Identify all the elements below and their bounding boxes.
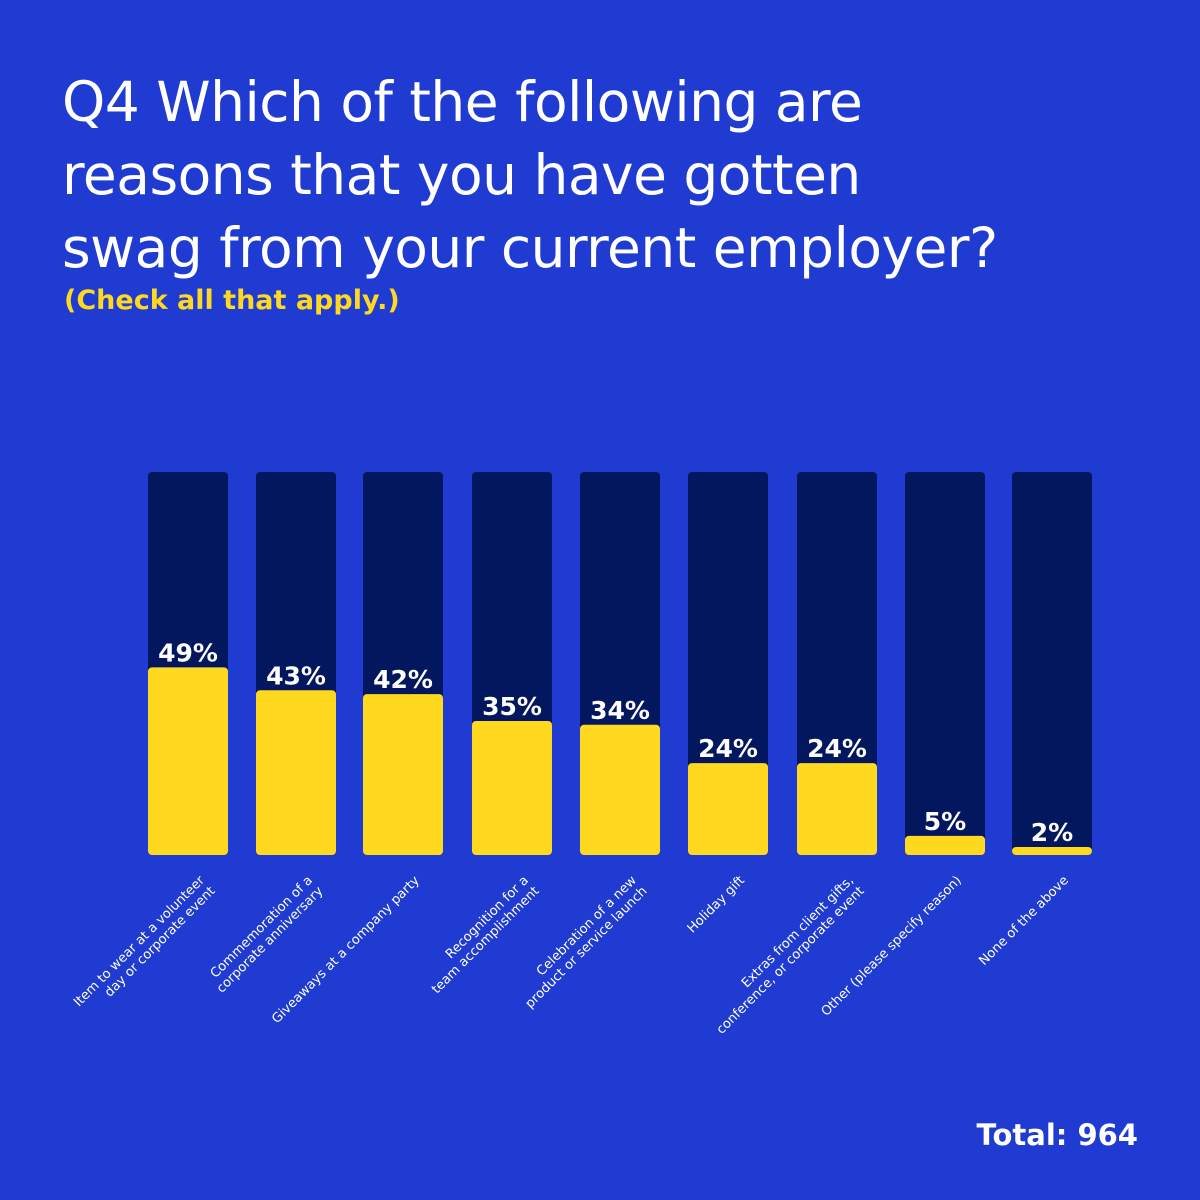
data-label: 35% — [482, 692, 542, 721]
data-label: 24% — [807, 734, 867, 763]
data-label: 2% — [1031, 818, 1073, 847]
x-tick-label-line: day or corporate event — [102, 884, 218, 1000]
x-tick-label-line: team accomplishment — [429, 884, 542, 997]
bar-track — [797, 472, 877, 855]
data-label: 43% — [266, 661, 326, 690]
x-tick-label: Recognition for ateam accomplishment — [419, 873, 543, 997]
bar — [580, 724, 660, 855]
chart-title-line: swag from your current employer? — [62, 216, 998, 280]
bar-group: 49% Item to wear at a volunteerday or cor… — [71, 472, 228, 1021]
bar — [472, 720, 552, 855]
x-tick-label: Item to wear at a volunteerday or corpor… — [71, 873, 219, 1021]
data-label: 5% — [924, 807, 966, 836]
bar-group: 2% None of the above — [976, 472, 1092, 969]
data-label: 49% — [158, 638, 218, 667]
bar — [905, 835, 985, 855]
bar — [363, 694, 443, 855]
x-tick-label: None of the above — [976, 873, 1071, 968]
bar — [797, 763, 877, 855]
x-tick-label-line: Holiday gift — [685, 873, 748, 936]
x-tick-label-line: conference, or corporate event — [714, 884, 868, 1038]
data-label: 42% — [373, 665, 433, 694]
bar-group: 24% Holiday gift — [685, 472, 768, 936]
bar-track — [688, 472, 768, 855]
bar — [1012, 847, 1092, 855]
bar — [688, 763, 768, 855]
chart-title-line: Q4 Which of the following are — [62, 70, 863, 134]
chart-title: Q4 Which of the following are reasons th… — [62, 66, 1162, 285]
data-label: 34% — [590, 696, 650, 725]
bar — [256, 690, 336, 855]
x-tick-label-line: Celebration of a new — [534, 873, 640, 979]
x-tick-label: Holiday gift — [685, 873, 748, 936]
x-tick-label-line: Item to wear at a volunteer — [71, 873, 208, 1010]
bar — [148, 667, 228, 855]
x-tick-label-line: Commemoration of a — [208, 873, 316, 981]
total-count: Total: 964 — [976, 1118, 1138, 1152]
bar-track — [1012, 472, 1092, 855]
x-tick-label-line: None of the above — [976, 873, 1071, 968]
bar-track — [905, 472, 985, 855]
chart-subtitle: (Check all that apply.) — [64, 285, 400, 316]
x-tick-label-line: product or service launch — [523, 884, 651, 1012]
chart-title-line: reasons that you have gotten — [62, 143, 861, 207]
x-tick-label-line: Extras from client gifts, — [739, 873, 857, 991]
data-label: 24% — [698, 734, 758, 763]
